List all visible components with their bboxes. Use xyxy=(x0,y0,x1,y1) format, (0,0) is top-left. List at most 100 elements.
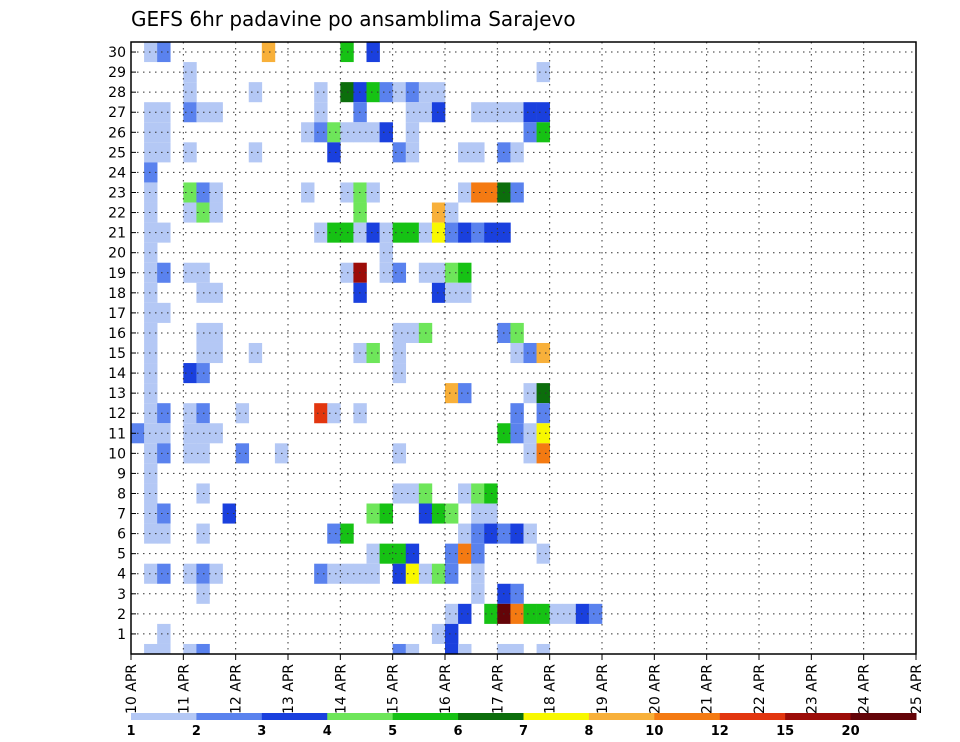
y-tick-label: 3 xyxy=(117,587,126,603)
y-tick-label: 1 xyxy=(117,627,126,643)
heatmap-cell xyxy=(392,262,407,283)
heatmap-cell xyxy=(392,543,407,564)
heatmap-cell xyxy=(484,523,498,544)
heatmap-cell xyxy=(183,82,197,103)
heatmap-cell xyxy=(183,443,197,464)
legend-label: 15 xyxy=(776,724,794,739)
y-tick-label: 14 xyxy=(108,366,126,382)
heatmap-cell xyxy=(144,102,158,123)
heatmap-cell xyxy=(144,262,158,283)
legend-swatch xyxy=(327,713,394,720)
legend-label: 10 xyxy=(645,724,663,739)
y-tick-label: 5 xyxy=(117,547,126,563)
x-tick-label: 22 APR xyxy=(752,664,768,714)
x-tick-label: 10 APR xyxy=(124,664,140,714)
heatmap-cell xyxy=(392,322,407,343)
y-tick-label: 18 xyxy=(108,286,126,302)
heatmap-cell xyxy=(510,643,524,654)
heatmap-cell xyxy=(301,182,315,203)
heatmap-cell xyxy=(157,142,171,163)
heatmap-cell xyxy=(392,483,407,504)
heatmap-cell xyxy=(379,543,393,564)
heatmap-cell xyxy=(497,643,511,654)
x-tick-label: 21 APR xyxy=(700,664,716,714)
heatmap-cell xyxy=(183,182,197,203)
legend-swatch xyxy=(523,713,590,720)
heatmap-cell xyxy=(484,102,498,123)
heatmap-cell xyxy=(314,102,328,123)
heatmap-cell xyxy=(405,322,420,343)
heatmap-cell xyxy=(157,262,171,283)
y-tick-label: 23 xyxy=(108,185,126,201)
heatmap-cell xyxy=(261,42,276,63)
heatmap-cell xyxy=(445,383,459,404)
legend: 1 2 3 4 5 6 7 8 10 12 15 20 xyxy=(126,713,917,739)
heatmap-cell xyxy=(248,82,263,103)
legend-swatch xyxy=(392,713,459,720)
heatmap-cell xyxy=(510,403,524,424)
legend-swatch xyxy=(588,713,655,720)
heatmap-cell xyxy=(445,603,459,624)
heatmap-cell xyxy=(445,643,459,654)
heatmap-cell xyxy=(458,483,472,504)
y-tick-label: 15 xyxy=(108,346,126,362)
heatmap-cell xyxy=(431,202,446,223)
heatmap-cell xyxy=(157,503,171,524)
legend-swatch xyxy=(850,713,917,720)
heatmap-cell xyxy=(144,503,158,524)
heatmap-cell xyxy=(510,142,524,163)
x-tick-label: 24 APR xyxy=(857,664,873,714)
legend-label: 1 xyxy=(126,724,135,739)
legend-label: 7 xyxy=(519,724,528,739)
heatmap-cell xyxy=(523,603,537,624)
heatmap-cell xyxy=(523,102,537,123)
x-tick-label: 11 APR xyxy=(176,664,192,714)
heatmap-cell xyxy=(144,563,158,584)
heatmap-cell xyxy=(431,222,446,243)
heatmap-cell xyxy=(183,643,197,654)
heatmap-cell xyxy=(484,483,498,504)
heatmap-cell xyxy=(379,82,393,103)
heatmap-cell xyxy=(484,182,498,203)
y-tick-label: 4 xyxy=(117,567,126,583)
legend-label: 6 xyxy=(454,724,463,739)
heatmap-cell xyxy=(458,282,472,303)
heatmap-cell xyxy=(536,423,550,444)
heatmap-cell xyxy=(235,403,250,424)
heatmap-cell xyxy=(471,583,485,604)
heatmap-cell xyxy=(157,302,171,323)
heatmap-cell xyxy=(366,122,380,143)
heatmap-cell xyxy=(523,443,537,464)
heatmap-cell xyxy=(445,222,459,243)
heatmap-cell xyxy=(458,142,472,163)
heatmap-cell xyxy=(523,342,537,364)
heatmap-cell xyxy=(144,42,158,63)
heatmap-cell xyxy=(183,423,197,444)
y-axis: 1234567891011121314151617181920212223242… xyxy=(108,45,136,643)
heatmap-cell xyxy=(327,142,341,163)
heatmap-cell xyxy=(157,623,171,644)
heatmap-cell xyxy=(157,122,171,143)
legend-label: 5 xyxy=(388,724,397,739)
x-tick-label: 13 APR xyxy=(281,664,297,714)
heatmap-cell xyxy=(144,142,158,163)
heatmap-cell xyxy=(144,403,158,424)
y-tick-label: 9 xyxy=(117,466,126,482)
heatmap-cell xyxy=(183,142,197,163)
y-tick-label: 10 xyxy=(108,446,126,462)
heatmap-cell xyxy=(458,262,472,283)
heatmap-cell xyxy=(510,583,524,604)
heatmap-cell xyxy=(222,503,236,524)
heatmap-cell xyxy=(392,643,407,654)
heatmap-cell xyxy=(471,503,485,524)
heatmap-cell xyxy=(523,383,537,404)
heatmap-cell xyxy=(183,262,197,283)
heatmap-cell xyxy=(392,222,407,243)
x-tick-label: 15 APR xyxy=(386,664,402,714)
heatmap-cell xyxy=(458,523,472,544)
chart-title: GEFS 6hr padavine po ansamblima Sarajevo xyxy=(131,7,576,31)
heatmap-cell xyxy=(445,563,459,584)
heatmap-cell xyxy=(144,162,158,183)
heatmap-cell xyxy=(157,222,171,243)
legend-label: 20 xyxy=(842,724,860,739)
